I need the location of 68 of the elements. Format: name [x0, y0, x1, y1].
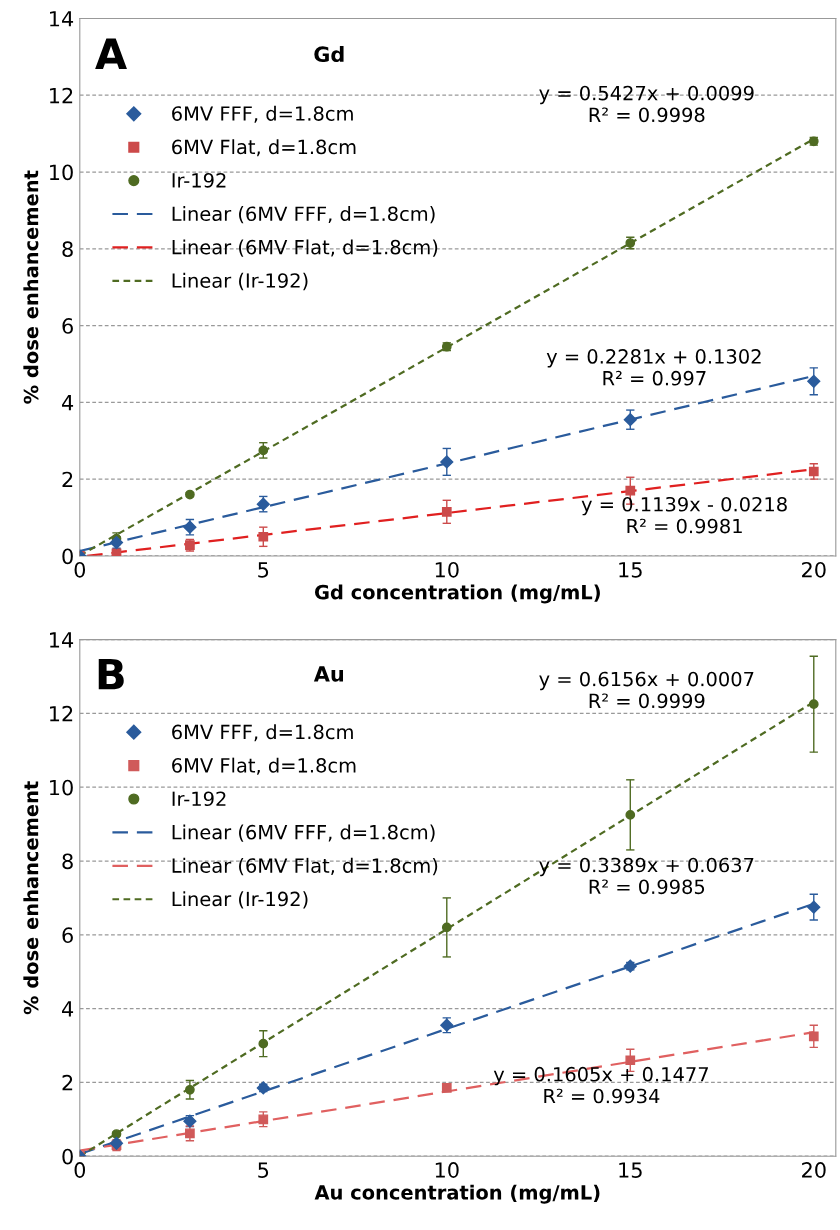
point	[441, 1083, 452, 1093]
legend-label: 6MV FFF, d=1.8cm	[172, 724, 353, 742]
x-tick-label: 20	[802, 561, 826, 578]
y-tick-label: 2	[62, 1074, 73, 1091]
y-axis-title: % dose enhancement	[23, 781, 39, 1015]
y-tick-label: 10	[50, 164, 73, 181]
legend-label: Linear (Ir-192)	[172, 272, 308, 291]
y-tick-label: 6	[62, 318, 73, 334]
point	[441, 922, 452, 933]
point	[807, 900, 821, 914]
annotation: y = 0.2281x + 0.1302 R² = 0.997	[546, 349, 761, 386]
point	[625, 810, 636, 820]
y-tick-label: 10	[50, 779, 73, 796]
annotation: A	[95, 38, 127, 69]
legend-label: Linear (6MV FFF, d=1.8cm)	[172, 206, 435, 224]
x-tick-label: 10	[435, 561, 459, 578]
x-tick-label: 15	[619, 562, 642, 578]
annotation: y = 0.1605x + 0.1477 R² = 0.9934	[493, 1066, 708, 1104]
point	[625, 1055, 636, 1066]
text: Gd	[314, 45, 344, 63]
annotation: y = 0.6156x + 0.0007 R² = 0.9999	[539, 671, 754, 709]
y-tick-label: 12	[50, 705, 73, 722]
point	[625, 485, 636, 496]
y-tick-label: 0	[62, 1148, 73, 1165]
y-tick-label: 14	[50, 11, 74, 27]
y-tick-label: 8	[62, 853, 73, 870]
legend-label: Ir-192	[172, 172, 226, 188]
annotation: y = 0.5427x + 0.0099 R² = 0.9998	[539, 85, 754, 123]
annotation: y = 0.1139x - 0.0218 R² = 0.9981	[581, 496, 787, 534]
legend-label: Linear (Ir-192)	[172, 891, 308, 909]
legend-label: Linear (6MV FFF, d=1.8cm)	[172, 824, 435, 842]
point	[808, 699, 819, 710]
annotation: y = 0.3389x + 0.0637 R² = 0.9985	[539, 857, 754, 895]
point	[440, 455, 454, 469]
x-tick-label: 5	[258, 562, 269, 578]
legend-label: Linear (6MV Flat, d=1.8cm)	[172, 857, 438, 876]
y-tick-label: 2	[62, 471, 73, 488]
x-axis-title: Gd concentration (mg/mL)	[314, 584, 600, 604]
y-axis-title: % dose enhancement	[23, 170, 39, 404]
x-tick-label: 5	[258, 1162, 269, 1178]
legend-label: 6MV Flat, d=1.8cm	[172, 139, 356, 157]
point	[623, 413, 637, 427]
y-tick-label: 4	[62, 1001, 74, 1017]
point	[258, 531, 269, 542]
x-tick-label: 20	[802, 1162, 826, 1178]
legend-label: 6MV FFF, d=1.8cm	[172, 105, 353, 123]
y-tick-label: 4	[62, 395, 74, 411]
point	[111, 1129, 122, 1139]
x-tick-label: 0	[74, 1162, 86, 1178]
y-tick-label: 12	[50, 87, 73, 104]
point	[808, 1031, 819, 1042]
legend-label: Linear (6MV Flat, d=1.8cm)	[172, 239, 438, 257]
point	[441, 506, 452, 517]
x-axis-title: Au concentration (mg/mL)	[314, 1184, 600, 1204]
y-tick-label: 0	[62, 548, 73, 565]
y-tick-label: 6	[62, 927, 73, 944]
x-tick-label: 0	[74, 561, 86, 578]
annotation: B	[98, 658, 124, 690]
point	[807, 374, 821, 388]
point	[258, 1038, 269, 1049]
text: Au	[313, 666, 344, 682]
x-tick-label: 10	[435, 1162, 459, 1178]
point	[185, 1084, 195, 1095]
x-tick-label: 15	[619, 1162, 642, 1178]
legend-label: Ir-192	[172, 791, 226, 807]
y-tick-label: 14	[50, 632, 74, 648]
y-tick-label: 8	[62, 241, 73, 258]
legend-label: 6MV Flat, d=1.8cm	[172, 757, 356, 775]
